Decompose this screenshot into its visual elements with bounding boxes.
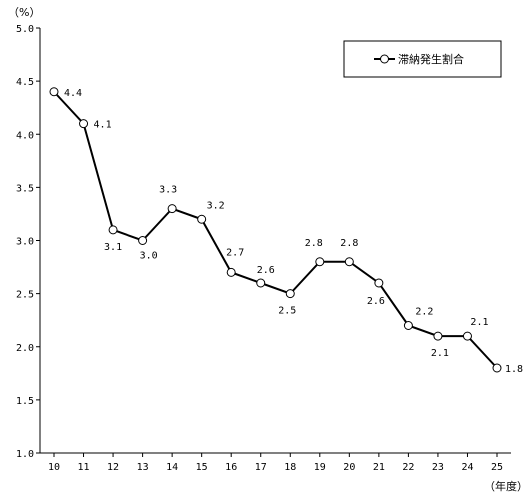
data-point (344, 257, 354, 267)
x-tick-label: 25 (491, 462, 503, 473)
x-tick-label: 16 (225, 462, 237, 473)
data-label: 4.1 (94, 120, 112, 131)
data-point (256, 278, 266, 288)
data-label: 3.2 (207, 200, 225, 211)
x-tick-label: 23 (432, 462, 444, 473)
legend-marker (380, 54, 389, 64)
y-tick-label: 2.0 (16, 343, 34, 354)
data-point (138, 236, 148, 245)
data-point (492, 363, 502, 373)
data-point (374, 278, 384, 288)
x-tick-label: 21 (373, 462, 385, 473)
data-label: 4.4 (64, 88, 82, 99)
legend-label: 滞納発生割合 (398, 52, 464, 66)
data-point (108, 225, 118, 235)
y-tick-label: 5.0 (16, 24, 34, 35)
x-tick-label: 12 (107, 462, 119, 473)
data-point (462, 331, 472, 341)
y-tick-label: 4.0 (16, 130, 34, 141)
x-tick-label: 13 (137, 462, 149, 473)
x-tick-label: 18 (284, 462, 296, 473)
data-label: 2.8 (305, 238, 323, 249)
data-point (167, 204, 177, 214)
data-point (226, 267, 236, 277)
data-point (285, 289, 295, 299)
x-tick-label: 11 (78, 462, 90, 473)
data-label: 3.0 (140, 251, 158, 262)
data-point (433, 331, 443, 341)
y-tick-label: 3.5 (16, 183, 34, 194)
data-label: 2.2 (415, 307, 433, 318)
data-label: 2.6 (257, 265, 275, 276)
data-label: 3.3 (159, 185, 177, 196)
data-label: 2.5 (278, 306, 296, 317)
data-point (197, 214, 207, 224)
x-tick-label: 19 (314, 462, 326, 473)
data-point (79, 119, 89, 129)
x-tick-label: 22 (402, 462, 414, 473)
y-tick-label: 4.5 (16, 77, 34, 88)
data-label: 1.8 (505, 364, 523, 375)
x-tick-label: 10 (48, 462, 60, 473)
y-tick-label: 1.0 (16, 449, 34, 460)
legend: 滞納発生割合 (343, 40, 502, 78)
data-points (49, 87, 502, 373)
data-labels: 4.4 4.1 3.1 3.0 3.3 3.2 2.7 2.6 2.5 2.8 2.8 2.6 2.2 2… (64, 88, 523, 375)
x-axis-ticks: 10 11 12 13 14 15 16 17 18 19 20 21 22 23 24 25 (48, 453, 503, 473)
data-point (403, 321, 413, 330)
x-tick-label: 17 (255, 462, 267, 473)
legend-box (343, 40, 502, 78)
data-label: 2.1 (431, 348, 449, 359)
series-line (53, 91, 498, 369)
data-point (49, 87, 59, 97)
x-tick-label: 20 (343, 462, 355, 473)
data-point (315, 257, 325, 267)
y-tick-label: 3.0 (16, 237, 34, 248)
data-label: 2.8 (340, 238, 358, 249)
data-label: 2.6 (367, 296, 385, 307)
y-axis-unit: （%） (8, 6, 40, 19)
data-label: 2.7 (226, 247, 244, 258)
data-label: 2.1 (470, 317, 488, 328)
x-tick-label: 15 (196, 462, 208, 473)
y-tick-label: 2.5 (16, 290, 34, 301)
y-axis-ticks: 1.0 1.5 2.0 2.5 3.0 3.5 4.0 4.5 5.0 (16, 24, 40, 460)
x-axis-unit: （年度） (484, 479, 528, 493)
x-tick-label: 14 (166, 462, 178, 473)
y-tick-label: 1.5 (16, 396, 34, 407)
x-tick-label: 24 (461, 462, 473, 473)
data-label: 3.1 (104, 242, 122, 253)
